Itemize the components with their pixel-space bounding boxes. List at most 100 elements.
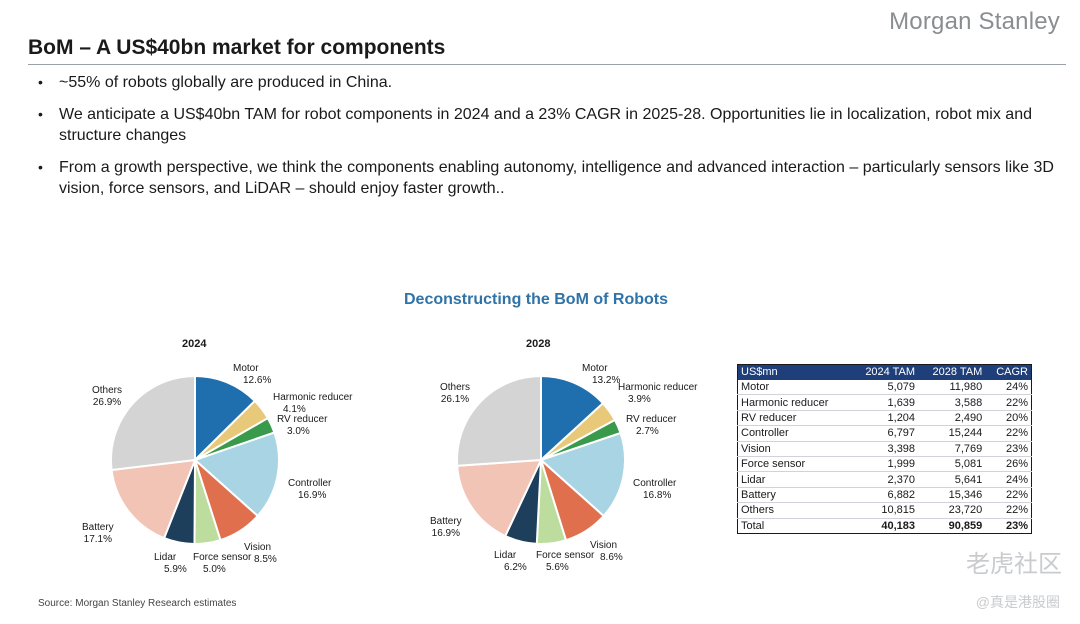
slice-label: RV reducer 3.0%	[277, 414, 327, 438]
table-row: Controller 6,797 15,244 22%	[737, 425, 1032, 442]
table-cell: 3,588	[918, 394, 986, 411]
table-cell: 22%	[985, 487, 1032, 504]
table-cell: 1,639	[850, 394, 919, 411]
slice-label-value: 26.1%	[440, 394, 470, 405]
table-cell: Force sensor	[737, 456, 851, 473]
table-cell: Others	[737, 502, 851, 519]
table-cell: 20%	[985, 410, 1032, 427]
slice-label-name: Harmonic reducer	[273, 392, 353, 403]
slice-label: Motor 12.6%	[233, 363, 271, 387]
slice-label-name: Battery	[82, 522, 114, 533]
table-cell: 24%	[985, 379, 1032, 396]
table-cell: 7,769	[918, 441, 986, 457]
slice-label-name: Harmonic reducer	[618, 382, 698, 393]
table-cell: 26%	[985, 456, 1032, 473]
slice-label-value: 8.6%	[600, 552, 623, 563]
table-cell: 22%	[985, 394, 1032, 411]
column-header: 2028 TAM	[918, 364, 986, 380]
table-cell: 5,081	[918, 456, 986, 473]
table-row: Harmonic reducer 1,639 3,588 22%	[737, 394, 1032, 411]
slice-label-value: 5.0%	[203, 564, 226, 575]
slice-label-value: 5.6%	[546, 562, 569, 573]
slice-label: Battery 17.1%	[82, 522, 114, 546]
slice-label: RV reducer 2.7%	[626, 414, 676, 438]
table-row: Battery 6,882 15,346 22%	[737, 487, 1032, 504]
pie-svg-2024	[110, 374, 280, 546]
slice-label-value: 16.8%	[643, 490, 672, 501]
slice-label-value: 3.0%	[287, 426, 310, 437]
pie-slice-motor	[194, 374, 257, 463]
page-title: BoM – A US$40bn market for components	[28, 36, 446, 59]
slice-label-name: Controller	[288, 478, 332, 489]
slice-label-name: Force sensor	[193, 552, 252, 563]
pie-slice-battery	[110, 458, 197, 540]
bullet-item: We anticipate a US$40bn TAM for robot co…	[36, 104, 1076, 146]
table-cell: Motor	[737, 379, 851, 396]
pie-chart-2024: 2024 Motor 12.6% Harmonic reducer 4.1% RV re…	[80, 330, 400, 590]
slice-label-name: RV reducer	[277, 414, 328, 425]
pie-svg-2028	[456, 374, 626, 545]
slice-label-name: Lidar	[154, 552, 177, 563]
table-cell: 5,079	[850, 379, 919, 396]
slice-label-name: Force sensor	[536, 550, 595, 561]
slice-label-value: 16.9%	[431, 528, 461, 539]
slice-label-name: RV reducer	[626, 414, 677, 425]
pie-slice-controller	[193, 431, 280, 518]
slice-label: Others 26.9%	[92, 385, 122, 409]
table-row: Lidar 2,370 5,641 24%	[737, 471, 1032, 488]
table-cell: Total	[737, 517, 851, 534]
table-cell: 1,999	[850, 456, 919, 473]
table-cell: 10,815	[850, 502, 919, 519]
table-row: Force sensor 1,999 5,081 26%	[737, 456, 1032, 473]
table-total-row: Total 40,183 90,859 23%	[737, 517, 1032, 534]
slice-label-value: 8.5%	[254, 554, 277, 565]
bullet-list: ~55% of robots globally are produced in …	[36, 72, 1076, 210]
table-cell: 90,859	[918, 517, 986, 534]
table-cell: 15,244	[918, 425, 986, 442]
table-cell: Lidar	[737, 471, 851, 488]
pie-chart-2028: 2028 Motor 13.2% Harmonic reducer 3.9% RV re…	[426, 330, 746, 590]
slice-label-name: Lidar	[494, 550, 517, 561]
slice-label: Lidar 5.9%	[154, 552, 187, 576]
column-header: CAGR	[985, 364, 1032, 380]
table-cell: 3,398	[850, 441, 919, 457]
slice-label-value: 17.1%	[83, 534, 113, 545]
table-cell: 22%	[985, 502, 1032, 519]
pie-slice-others	[110, 374, 196, 472]
slice-label: Force sensor 5.6%	[536, 550, 594, 574]
table-cell: 22%	[985, 425, 1032, 442]
table-cell: 2,370	[850, 471, 919, 488]
title-divider	[28, 64, 1066, 65]
slice-label-value: 4.1%	[283, 404, 306, 415]
table-cell: 24%	[985, 471, 1032, 488]
bullet-item: ~55% of robots globally are produced in …	[36, 72, 1076, 93]
slice-label-name: Vision	[590, 540, 618, 551]
table-body: Motor 5,079 11,980 24% Harmonic reducer 1,639…	[737, 379, 1032, 534]
table-cell: 1,204	[850, 410, 919, 427]
slice-label-name: Others	[440, 382, 471, 393]
pie-slice-controller	[539, 431, 626, 518]
table-cell: 5,641	[918, 471, 986, 488]
table-cell: 23%	[985, 441, 1032, 457]
bom-table: US$mn 2024 TAM 2028 TAM CAGR Motor 5,079 1…	[737, 364, 1032, 534]
slice-label-name: Motor	[582, 363, 608, 374]
slice-label-value: 5.9%	[164, 564, 187, 575]
column-header: 2024 TAM	[850, 364, 919, 380]
table-cell: 23%	[985, 517, 1032, 534]
slice-label-value: 12.6%	[243, 375, 272, 386]
pie-slice-others	[456, 374, 542, 467]
slice-label-name: Motor	[233, 363, 259, 374]
slice-label: Battery 16.9%	[430, 516, 462, 540]
slice-label-value: 16.9%	[298, 490, 327, 501]
slice-label: Controller 16.8%	[633, 478, 676, 502]
table-row: Vision 3,398 7,769 23%	[737, 441, 1032, 457]
slice-label: Motor 13.2%	[582, 363, 620, 387]
table-row: Others 10,815 23,720 22%	[737, 502, 1032, 519]
slice-label: Force sensor 5.0%	[193, 552, 251, 576]
bullet-item: From a growth perspective, we think the …	[36, 157, 1076, 199]
chart-title: Deconstructing the BoM of Robots	[404, 291, 668, 308]
table-cell: 11,980	[918, 379, 986, 396]
table-row: RV reducer 1,204 2,490 20%	[737, 410, 1032, 427]
slice-label-name: Vision	[244, 542, 272, 553]
table-row: Motor 5,079 11,980 24%	[737, 379, 1032, 396]
